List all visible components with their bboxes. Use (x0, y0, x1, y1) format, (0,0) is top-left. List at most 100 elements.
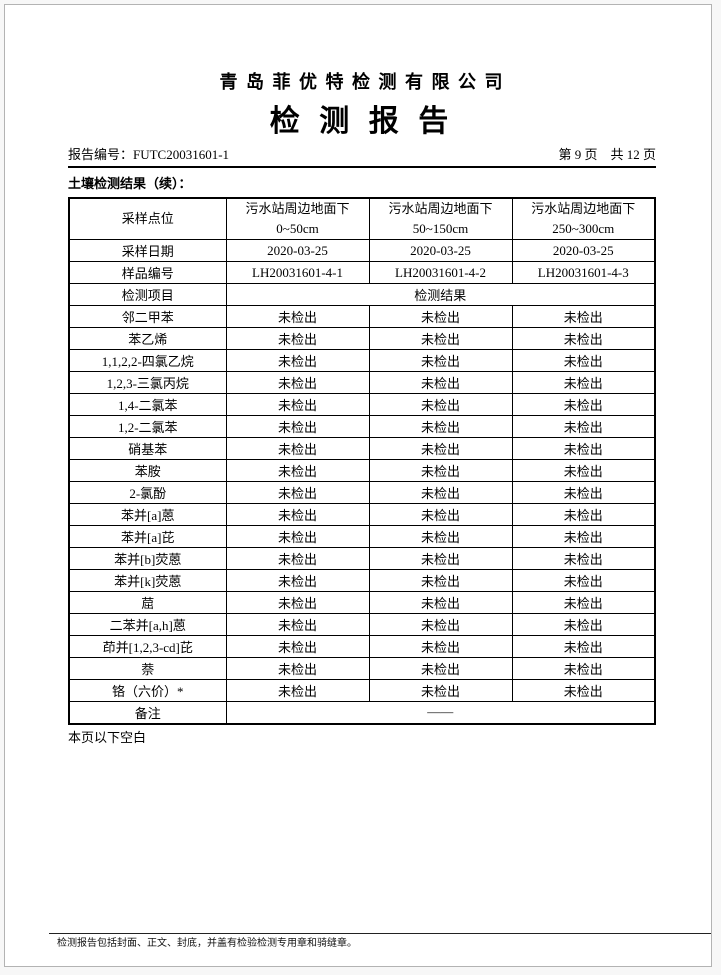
result-cell: 未检出 (368, 679, 513, 702)
result-cell: 未检出 (511, 569, 656, 592)
footer-note-block: 检测报告包括封面、正文、封底，并盖有检验检测专用章和骑缝章。 (49, 933, 711, 950)
report-content: 青 岛 菲 优 特 检 测 有 限 公 司 检 测 报 告 报告编号：FUTC2… (68, 71, 656, 747)
remark-row: 备注 —— (68, 701, 656, 725)
result-cell: 未检出 (225, 393, 370, 416)
table-row: 茚并[1,2,3-cd]芘 未检出 未检出 未检出 (68, 635, 656, 658)
table-row: 二苯并[a,h]蒽 未检出 未检出 未检出 (68, 613, 656, 636)
result-header-cell: 检测结果 (225, 283, 656, 306)
result-cell: 未检出 (225, 591, 370, 614)
report-meta-line: 报告编号：FUTC20031601-1 第 9 页 共 12 页 (68, 146, 656, 168)
sample-no-row: 样品编号 LH20031601-4-1 LH20031601-4-2 LH200… (68, 261, 656, 284)
result-cell: 未检出 (511, 305, 656, 328)
report-page: 青 岛 菲 优 特 检 测 有 限 公 司 检 测 报 告 报告编号：FUTC2… (4, 4, 712, 967)
analyte-name-cell: 茚并[1,2,3-cd]芘 (68, 635, 227, 658)
table-row: 苯并[a]芘 未检出 未检出 未检出 (68, 525, 656, 548)
table-row: 苯并[a]蒽 未检出 未检出 未检出 (68, 503, 656, 526)
result-cell: 未检出 (511, 613, 656, 636)
sampling-point-label: 采样点位 (68, 197, 227, 240)
result-cell: 未检出 (368, 437, 513, 460)
analyte-rows: 邻二甲苯 未检出 未检出 未检出 苯乙烯 未检出 未检出 未检出 1,1,2,2… (68, 305, 656, 702)
sampling-point-line1: 污水站周边地面下 (531, 201, 636, 216)
table-row: 苯并[b]荧蒽 未检出 未检出 未检出 (68, 547, 656, 570)
analyte-name-cell: 2-氯酚 (68, 481, 227, 504)
footer-note: 检测报告包括封面、正文、封底，并盖有检验检测专用章和骑缝章。 (57, 938, 357, 949)
blank-note: 本页以下空白 (68, 729, 147, 745)
result-cell: 未检出 (225, 415, 370, 438)
result-cell: 未检出 (368, 327, 513, 350)
result-cell: 未检出 (368, 371, 513, 394)
analyte-name-cell: 1,2,3-三氯丙烷 (68, 371, 227, 394)
result-cell: 未检出 (511, 393, 656, 416)
table-row: 邻二甲苯 未检出 未检出 未检出 (68, 305, 656, 328)
sampling-point-line2: 250~300cm (552, 221, 615, 236)
analyte-name-cell: 苯乙烯 (68, 327, 227, 350)
table-row: 硝基苯 未检出 未检出 未检出 (68, 437, 656, 460)
sampling-point-line1: 污水站周边地面下 (245, 201, 350, 216)
result-header-row: 检测项目 检测结果 (68, 283, 656, 306)
result-cell: 未检出 (511, 525, 656, 548)
result-cell: 未检出 (225, 657, 370, 680)
result-cell: 未检出 (368, 349, 513, 372)
analyte-name-cell: 萘 (68, 657, 227, 680)
result-cell: 未检出 (368, 393, 513, 416)
sampling-point-cell: 污水站周边地面下 0~50cm (225, 197, 370, 240)
sampling-date-label: 采样日期 (68, 239, 227, 262)
result-cell: 未检出 (368, 547, 513, 570)
table-row: 苯并[k]荧蒽 未检出 未检出 未检出 (68, 569, 656, 592)
result-cell: 未检出 (511, 371, 656, 394)
result-cell: 未检出 (511, 679, 656, 702)
results-table: 采样点位 污水站周边地面下 0~50cm 污水站周边地面下 50~150cm 污… (68, 197, 656, 725)
sampling-point-line2: 50~150cm (412, 221, 469, 236)
result-cell: 未检出 (225, 635, 370, 658)
page-indicator: 第 9 页 共 12 页 (558, 147, 656, 162)
result-cell: 未检出 (511, 503, 656, 526)
table-row: 1,2,3-三氯丙烷 未检出 未检出 未检出 (68, 371, 656, 394)
result-cell: 未检出 (368, 569, 513, 592)
analyte-name-cell: 1,1,2,2-四氯乙烷 (68, 349, 227, 372)
analyte-name-cell: 苯胺 (68, 459, 227, 482)
result-cell: 未检出 (368, 657, 513, 680)
sampling-point-line2: 0~50cm (276, 221, 319, 236)
result-cell: 未检出 (225, 547, 370, 570)
sampling-date-cell: 2020-03-25 (368, 239, 513, 262)
result-cell: 未检出 (368, 481, 513, 504)
table-row: 䓛 未检出 未检出 未检出 (68, 591, 656, 614)
analyte-name-cell: 苯并[a]芘 (68, 525, 227, 548)
sampling-point-line1: 污水站周边地面下 (388, 201, 493, 216)
analyte-name-cell: 苯并[k]荧蒽 (68, 569, 227, 592)
result-cell: 未检出 (225, 525, 370, 548)
table-row: 1,1,2,2-四氯乙烷 未检出 未检出 未检出 (68, 349, 656, 372)
table-row: 苯乙烯 未检出 未检出 未检出 (68, 327, 656, 350)
result-cell: 未检出 (225, 371, 370, 394)
result-cell: 未检出 (511, 591, 656, 614)
sampling-date-cell: 2020-03-25 (225, 239, 370, 262)
table-row: 苯胺 未检出 未检出 未检出 (68, 459, 656, 482)
sampling-point-cell: 污水站周边地面下 50~150cm (368, 197, 513, 240)
result-cell: 未检出 (511, 459, 656, 482)
sampling-date-row: 采样日期 2020-03-25 2020-03-25 2020-03-25 (68, 239, 656, 262)
result-cell: 未检出 (368, 591, 513, 614)
remark-value: —— (225, 701, 656, 725)
result-cell: 未检出 (225, 459, 370, 482)
result-cell: 未检出 (225, 569, 370, 592)
result-cell: 未检出 (511, 547, 656, 570)
result-cell: 未检出 (368, 459, 513, 482)
result-cell: 未检出 (511, 349, 656, 372)
table-row: 1,4-二氯苯 未检出 未检出 未检出 (68, 393, 656, 416)
result-cell: 未检出 (511, 327, 656, 350)
result-cell: 未检出 (225, 679, 370, 702)
sample-no-cell: LH20031601-4-3 (511, 261, 656, 284)
result-cell: 未检出 (225, 437, 370, 460)
table-row: 2-氯酚 未检出 未检出 未检出 (68, 481, 656, 504)
result-cell: 未检出 (225, 349, 370, 372)
table-row: 铬（六价）* 未检出 未检出 未检出 (68, 679, 656, 702)
result-cell: 未检出 (368, 305, 513, 328)
result-cell: 未检出 (225, 503, 370, 526)
result-cell: 未检出 (511, 657, 656, 680)
analyte-name-cell: 苯并[a]蒽 (68, 503, 227, 526)
sample-no-cell: LH20031601-4-2 (368, 261, 513, 284)
sampling-date-cell: 2020-03-25 (511, 239, 656, 262)
analyte-name-cell: 苯并[b]荧蒽 (68, 547, 227, 570)
remark-label: 备注 (68, 701, 227, 725)
report-number: 报告编号：FUTC20031601-1 (68, 147, 230, 162)
